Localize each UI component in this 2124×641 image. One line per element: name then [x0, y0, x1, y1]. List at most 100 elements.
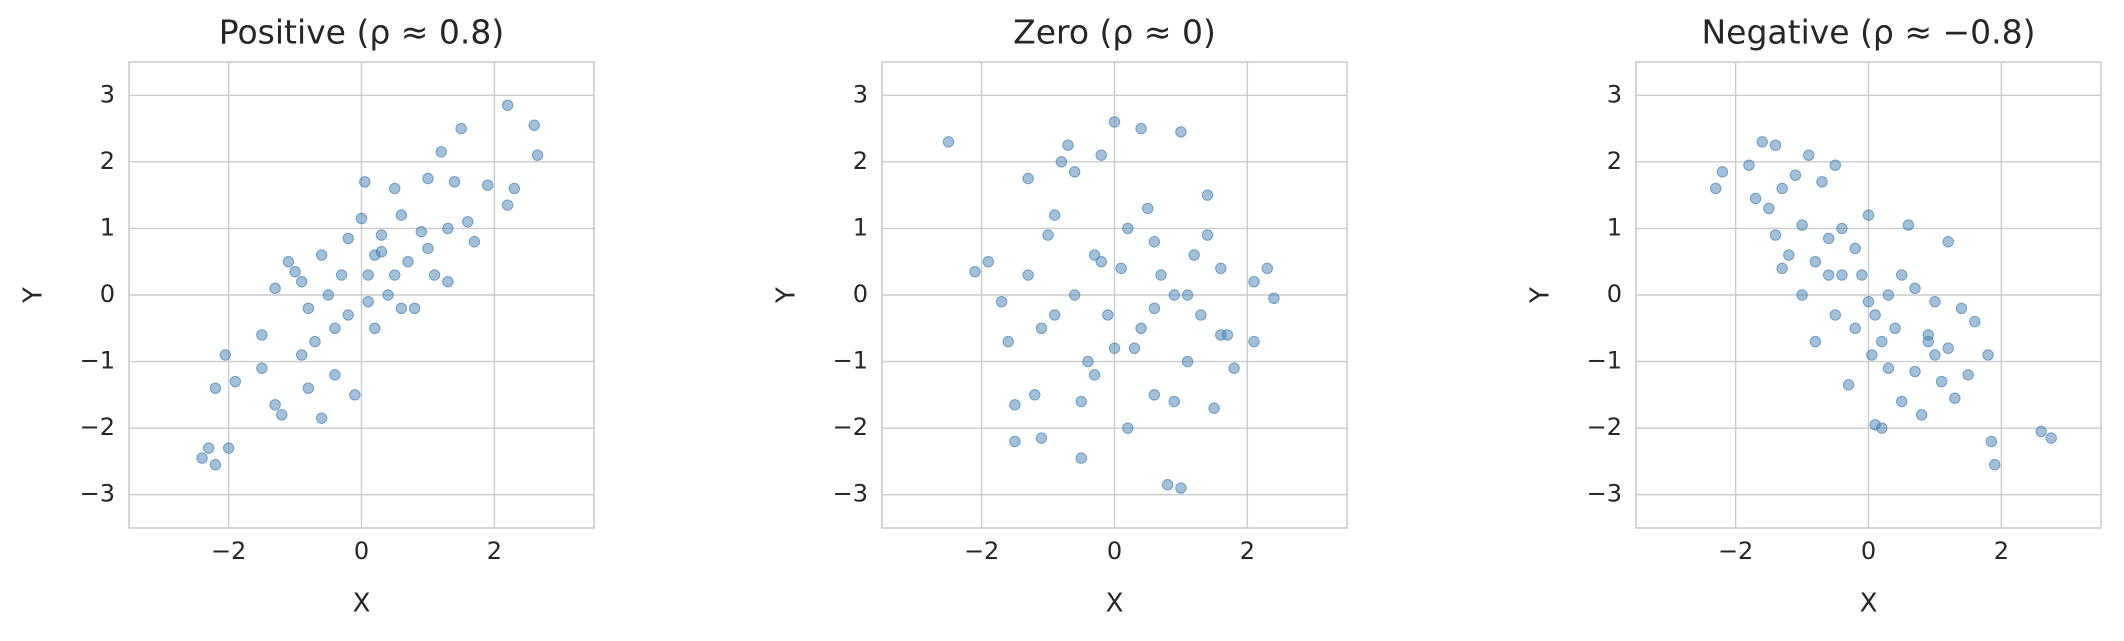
scatter-point [1122, 422, 1134, 434]
scatter-point [1175, 126, 1187, 138]
scatter-point [531, 149, 544, 161]
scatter-point [1215, 329, 1227, 341]
scatter-point [1710, 182, 1722, 195]
y-tick-label: −3 [833, 480, 868, 508]
scatter-point [1849, 322, 1861, 334]
scatter-point [1902, 219, 1915, 231]
scatter-point [1909, 282, 1921, 295]
x-tick-label: −2 [211, 537, 246, 565]
scatter-point [482, 179, 494, 191]
scatter-point [1068, 166, 1081, 178]
scatter-point [1756, 136, 1768, 148]
scatter-point [1922, 335, 1934, 348]
scatter-point [209, 382, 222, 394]
axes-frame [1635, 61, 2102, 529]
y-tick-label: 0 [100, 280, 115, 308]
scatter-point [1201, 229, 1214, 241]
scatter-point [1743, 159, 1755, 171]
x-tick-label: 0 [1861, 537, 1876, 565]
y-tick-label: −2 [1587, 413, 1622, 441]
scatter-point [315, 412, 328, 424]
scatter-point [1075, 395, 1087, 408]
scatter-point [1929, 349, 1941, 361]
scatter-point [1022, 172, 1034, 185]
scatter-point [2045, 432, 2057, 444]
y-axis-label: Y [772, 287, 802, 304]
scatter-point [1108, 342, 1121, 354]
x-tick-label: 2 [1994, 537, 2009, 565]
scatter-point [1161, 479, 1174, 491]
scatter-point [1102, 309, 1114, 321]
scatter-point [335, 269, 348, 281]
scatter-point [1029, 389, 1041, 401]
scatter-point [296, 349, 308, 361]
scatter-point [1062, 139, 1074, 151]
y-axis-label: Y [1526, 287, 1556, 304]
scatter-point [282, 256, 295, 268]
scatter-point [1009, 399, 1021, 411]
scatter-point [369, 249, 381, 261]
scatter-point [1142, 202, 1154, 215]
scatter-point [329, 369, 341, 381]
scatter-point [1108, 116, 1121, 128]
y-axis-label: Y [19, 287, 49, 304]
scatter-point [1849, 242, 1861, 255]
scatter-point [342, 232, 354, 245]
scatter-point [359, 176, 371, 188]
scatter-point [435, 146, 447, 158]
scatter-point [1876, 422, 1888, 434]
scatter-point [1816, 176, 1828, 188]
scatter-point [1829, 159, 1841, 171]
scatter-point [1985, 435, 1998, 448]
scatter-point [203, 442, 215, 454]
scatter-point [1776, 262, 1788, 275]
scatter-point [1882, 289, 1895, 301]
scatter-point [1866, 349, 1878, 361]
y-tick-label: −3 [1587, 480, 1622, 508]
scatter-point [1261, 262, 1273, 275]
scatter-point [1876, 335, 1888, 348]
scatter-point [1068, 289, 1081, 301]
scatter-point [1055, 156, 1068, 168]
scatter-point [276, 409, 288, 421]
scatter-point [1175, 482, 1187, 494]
scatter-point [1049, 209, 1061, 221]
scatter-point [448, 176, 461, 188]
scatter-point [256, 362, 268, 374]
scatter-point [369, 322, 381, 334]
scatter-point [322, 289, 334, 301]
scatter-point [222, 442, 235, 454]
scatter-point [1181, 355, 1194, 368]
y-tick-label: −3 [80, 480, 115, 508]
scatter-point [1763, 202, 1775, 215]
scatter-point [1789, 169, 1802, 181]
scatter-point [1769, 139, 1782, 151]
scatter-point [269, 399, 281, 411]
scatter-point [296, 275, 308, 288]
y-tick-label: −2 [833, 413, 868, 441]
x-tick-label: 2 [487, 537, 502, 565]
scatter-point [1268, 292, 1280, 305]
scatter-point [969, 266, 981, 278]
scatter-point [1168, 289, 1180, 301]
scatter-point [219, 349, 232, 361]
scatter-point [428, 269, 441, 281]
scatter-point [342, 309, 354, 321]
scatter-point [1882, 362, 1895, 374]
scatter-point [1862, 209, 1875, 221]
axes-frame [128, 61, 595, 529]
scatter-point [1929, 295, 1941, 308]
scatter-point [1248, 275, 1260, 288]
scatter-point [1862, 295, 1875, 308]
scatter-point [1942, 342, 1954, 354]
scatter-point [1803, 149, 1815, 161]
x-tick-label: 0 [1107, 537, 1122, 565]
scatter-point [422, 242, 434, 255]
scatter-point [1168, 395, 1180, 408]
scatter-point [1915, 409, 1928, 421]
x-tick-label: 0 [354, 537, 369, 565]
scatter-point [1002, 335, 1014, 348]
y-tick-label: 3 [853, 80, 868, 108]
x-tick-label: 2 [1240, 537, 1255, 565]
